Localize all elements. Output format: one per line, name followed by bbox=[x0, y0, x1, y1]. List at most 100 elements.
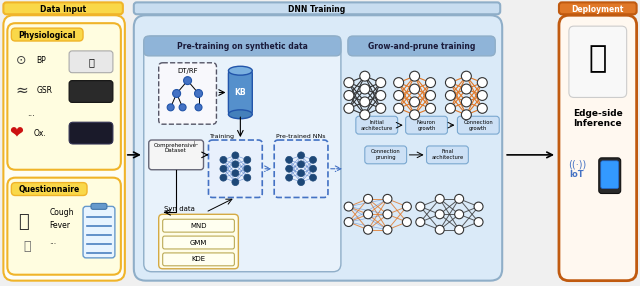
FancyBboxPatch shape bbox=[559, 15, 637, 281]
FancyBboxPatch shape bbox=[148, 140, 204, 170]
Text: 🖥: 🖥 bbox=[88, 57, 94, 67]
Text: Questionnaire: Questionnaire bbox=[19, 185, 80, 194]
Text: Pre-trained NNs: Pre-trained NNs bbox=[276, 134, 326, 139]
Circle shape bbox=[383, 194, 392, 203]
FancyBboxPatch shape bbox=[69, 122, 113, 144]
Circle shape bbox=[244, 174, 251, 181]
Text: Edge-side
Inference: Edge-side Inference bbox=[573, 109, 623, 128]
Circle shape bbox=[416, 218, 425, 227]
Text: Training: Training bbox=[210, 134, 235, 139]
Circle shape bbox=[298, 161, 305, 168]
FancyBboxPatch shape bbox=[91, 203, 107, 209]
Circle shape bbox=[376, 90, 386, 100]
Circle shape bbox=[426, 90, 435, 100]
Text: Syn data: Syn data bbox=[164, 206, 195, 212]
Text: 👤: 👤 bbox=[18, 213, 29, 231]
FancyBboxPatch shape bbox=[274, 140, 328, 197]
Text: MND: MND bbox=[190, 223, 207, 229]
Text: DNN Training: DNN Training bbox=[289, 5, 346, 14]
FancyBboxPatch shape bbox=[69, 81, 113, 102]
Circle shape bbox=[474, 202, 483, 211]
Circle shape bbox=[435, 210, 444, 219]
Circle shape bbox=[364, 210, 372, 219]
Circle shape bbox=[173, 90, 180, 98]
Circle shape bbox=[285, 174, 292, 181]
Text: Comprehensive
Dataset: Comprehensive Dataset bbox=[154, 142, 197, 153]
Text: 📋: 📋 bbox=[589, 44, 607, 73]
Circle shape bbox=[232, 152, 239, 159]
Circle shape bbox=[403, 218, 412, 227]
FancyBboxPatch shape bbox=[163, 236, 234, 249]
Circle shape bbox=[410, 84, 420, 94]
Circle shape bbox=[403, 202, 412, 211]
Circle shape bbox=[477, 103, 487, 113]
Circle shape bbox=[477, 78, 487, 88]
FancyBboxPatch shape bbox=[159, 63, 216, 124]
Text: DT/RF: DT/RF bbox=[177, 68, 198, 74]
FancyBboxPatch shape bbox=[356, 116, 397, 134]
Text: IoT: IoT bbox=[570, 170, 584, 179]
Circle shape bbox=[232, 170, 239, 177]
FancyBboxPatch shape bbox=[83, 206, 115, 258]
Text: Initial
architecture: Initial architecture bbox=[360, 120, 393, 131]
Text: GMM: GMM bbox=[190, 239, 207, 245]
Text: ≈: ≈ bbox=[15, 83, 28, 98]
Circle shape bbox=[344, 78, 354, 88]
Circle shape bbox=[360, 71, 370, 81]
Circle shape bbox=[410, 97, 420, 107]
Circle shape bbox=[394, 78, 404, 88]
Circle shape bbox=[364, 194, 372, 203]
Circle shape bbox=[435, 225, 444, 234]
Circle shape bbox=[232, 179, 239, 186]
Circle shape bbox=[244, 165, 251, 172]
FancyBboxPatch shape bbox=[3, 2, 123, 14]
Circle shape bbox=[454, 210, 463, 219]
Circle shape bbox=[298, 179, 305, 186]
Ellipse shape bbox=[228, 110, 252, 119]
Circle shape bbox=[461, 84, 471, 94]
Circle shape bbox=[416, 202, 425, 211]
Circle shape bbox=[298, 152, 305, 159]
FancyBboxPatch shape bbox=[569, 26, 627, 98]
FancyBboxPatch shape bbox=[3, 15, 125, 281]
Circle shape bbox=[244, 156, 251, 163]
FancyBboxPatch shape bbox=[599, 158, 621, 194]
Text: Connection
growth: Connection growth bbox=[463, 120, 493, 131]
FancyBboxPatch shape bbox=[228, 71, 252, 114]
FancyBboxPatch shape bbox=[406, 116, 447, 134]
Circle shape bbox=[461, 97, 471, 107]
Circle shape bbox=[360, 110, 370, 120]
Text: Fever: Fever bbox=[49, 221, 70, 230]
Text: BP: BP bbox=[36, 56, 46, 65]
Circle shape bbox=[383, 225, 392, 234]
Circle shape bbox=[298, 170, 305, 177]
Circle shape bbox=[344, 103, 354, 113]
FancyBboxPatch shape bbox=[12, 28, 83, 41]
Circle shape bbox=[167, 104, 174, 111]
FancyBboxPatch shape bbox=[365, 146, 406, 164]
Circle shape bbox=[344, 90, 354, 100]
FancyBboxPatch shape bbox=[559, 2, 637, 14]
Text: ⊙: ⊙ bbox=[16, 54, 26, 67]
Circle shape bbox=[360, 97, 370, 107]
Circle shape bbox=[310, 165, 317, 172]
Circle shape bbox=[220, 156, 227, 163]
FancyBboxPatch shape bbox=[163, 219, 234, 232]
Circle shape bbox=[394, 103, 404, 113]
Circle shape bbox=[220, 174, 227, 181]
Circle shape bbox=[445, 78, 456, 88]
Text: KDE: KDE bbox=[191, 256, 205, 262]
Circle shape bbox=[461, 110, 471, 120]
FancyBboxPatch shape bbox=[12, 183, 87, 196]
FancyBboxPatch shape bbox=[159, 214, 238, 269]
Circle shape bbox=[285, 156, 292, 163]
FancyBboxPatch shape bbox=[144, 36, 341, 272]
Circle shape bbox=[179, 104, 186, 111]
Circle shape bbox=[426, 78, 435, 88]
FancyBboxPatch shape bbox=[8, 23, 121, 170]
FancyBboxPatch shape bbox=[601, 161, 619, 188]
Text: 🌡: 🌡 bbox=[24, 241, 31, 253]
Circle shape bbox=[477, 90, 487, 100]
Circle shape bbox=[360, 84, 370, 94]
Text: KB: KB bbox=[234, 88, 246, 97]
